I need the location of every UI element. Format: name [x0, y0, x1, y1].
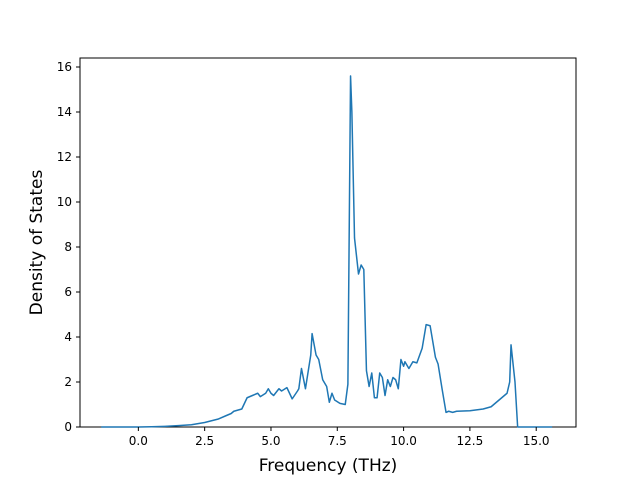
x-tick-label: 10.0 [390, 434, 417, 448]
y-tick-label: 0 [64, 420, 72, 434]
x-tick-label: 15.0 [523, 434, 550, 448]
y-tick-label: 4 [64, 330, 72, 344]
series-line [101, 75, 553, 428]
plot-area [79, 57, 577, 428]
x-tick-label: 0.0 [129, 434, 148, 448]
y-axis: 0 2 4 6 8 10 12 14 16 [57, 60, 80, 434]
axes-frame [79, 57, 577, 428]
y-tick-label: 16 [57, 60, 72, 74]
y-tick-label: 8 [64, 240, 72, 254]
y-tick-label: 6 [64, 285, 72, 299]
y-axis-label: Density of States [27, 170, 47, 316]
x-tick-label: 2.5 [195, 434, 214, 448]
x-axis-label: Frequency (THz) [259, 456, 398, 476]
y-tick-label: 2 [64, 375, 72, 389]
x-tick-label: 12.5 [457, 434, 484, 448]
y-tick-label: 10 [57, 195, 72, 209]
x-tick-label: 7.5 [328, 434, 347, 448]
x-axis: 0.0 2.5 5.0 7.5 10.0 12.5 15.0 [129, 427, 550, 448]
x-tick-label: 5.0 [261, 434, 280, 448]
y-tick-label: 12 [57, 150, 72, 164]
y-tick-label: 14 [57, 105, 72, 119]
